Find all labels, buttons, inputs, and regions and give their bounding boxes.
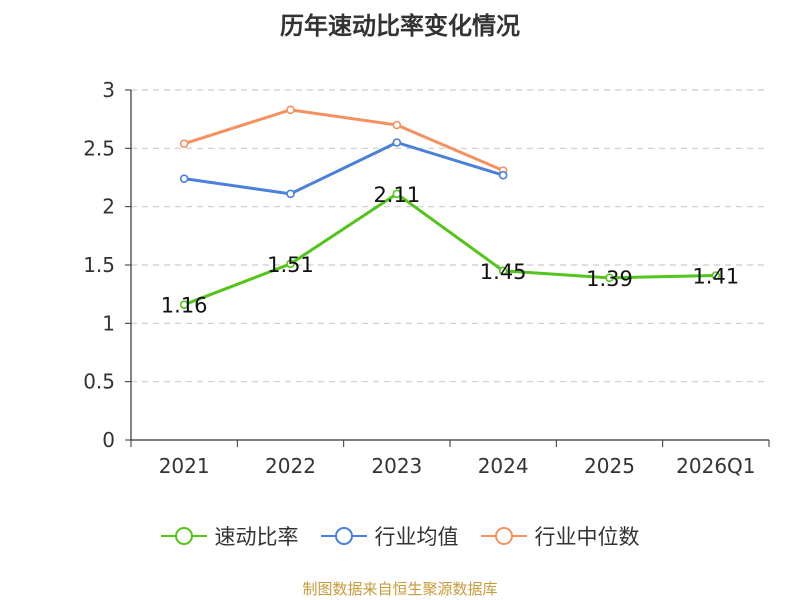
x-tick-label: 2024: [478, 454, 529, 478]
axis-layer: 0 0.5 1 1.5 2 2.5 3 2021 2022 2023 2024 2025 2026Q1: [83, 78, 770, 478]
data-point-1: [286, 189, 295, 199]
x-tick-label: 2021: [159, 454, 210, 478]
data-label: 2.11: [373, 183, 420, 207]
data-point-0: [179, 300, 189, 309]
legend-item-industry-median[interactable]: 行业中位数: [480, 521, 640, 551]
legend: 速动比率 行业均值 行业中位数: [0, 520, 800, 552]
series-line-1: [183, 141, 504, 196]
y-tick-label: 2: [102, 195, 115, 219]
legend-marker-industry-median: [480, 527, 527, 545]
data-point-1: [498, 170, 508, 180]
x-tick-label: 2025: [584, 454, 635, 478]
data-point-1: [179, 174, 189, 183]
data-point-2: [392, 120, 402, 130]
data-label: 1.16: [161, 294, 208, 318]
source-note: 制图数据来自恒生聚源数据库: [302, 580, 498, 598]
y-tick-label: 1.5: [83, 253, 115, 277]
grid-layer: [131, 89, 769, 383]
data-point-0: [498, 266, 508, 276]
data-point-1: [392, 138, 402, 147]
legend-marker-quick-ratio: [160, 527, 207, 545]
data-label-layer: 1.16 1.51 2.11 1.45 1.39 1.41: [161, 183, 739, 318]
y-tick-label: 1: [102, 311, 115, 335]
data-label: 1.51: [267, 253, 314, 277]
legend-marker-industry-mean: [320, 527, 367, 545]
data-point-2: [179, 139, 189, 148]
data-point-2: [286, 105, 295, 115]
series-line-0: [183, 192, 716, 307]
x-tick-label: 2023: [371, 454, 422, 478]
data-point-0: [711, 271, 721, 280]
y-tick-label: 3: [102, 78, 115, 102]
data-point-0: [286, 259, 295, 269]
x-tick-label: 2022: [265, 454, 316, 478]
legend-item-industry-mean[interactable]: 行业均值: [320, 521, 459, 551]
data-point-0: [392, 189, 402, 199]
data-point-0: [605, 273, 614, 283]
x-tick-label: 2026Q1: [676, 454, 755, 478]
series-line-2: [183, 108, 504, 172]
legend-label-industry-median: 行业中位数: [534, 525, 640, 549]
chart-title: 历年速动比率变化情况: [280, 12, 520, 40]
y-tick-label: 0.5: [83, 370, 115, 394]
y-tick-label: 2.5: [83, 136, 115, 160]
legend-item-quick-ratio[interactable]: 速动比率: [160, 521, 299, 551]
legend-label-industry-mean: 行业均值: [374, 525, 459, 549]
series-layer: [179, 105, 721, 309]
data-label: 1.45: [480, 260, 527, 284]
legend-label-quick-ratio: 速动比率: [214, 525, 299, 549]
y-tick-label: 0: [102, 428, 115, 452]
data-label: 1.39: [586, 267, 633, 291]
data-label: 1.41: [692, 265, 739, 289]
